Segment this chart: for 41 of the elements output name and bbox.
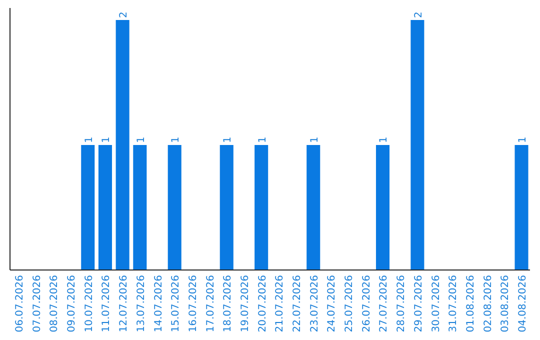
x-tick-label: 27.07.2026: [378, 275, 390, 332]
x-tick-label: 07.07.2026: [32, 275, 43, 332]
x-tick-label: 29.07.2026: [413, 275, 424, 332]
x-tick-label: 19.07.2026: [240, 275, 251, 332]
data-label: 2: [413, 12, 424, 18]
data-label: 1: [170, 136, 182, 143]
x-tick-label: 23.07.2026: [309, 275, 320, 332]
x-tick-label: 16.07.2026: [188, 275, 199, 332]
x-tick-label: 14.07.2026: [153, 275, 164, 332]
x-tick-label: 10.07.2026: [84, 275, 95, 332]
x-tick-label: 12.07.2026: [118, 275, 130, 332]
x-tick-label: 25.07.2026: [344, 275, 356, 332]
x-tick-label: 08.07.2026: [49, 275, 60, 332]
x-tick-label: 31.07.2026: [448, 275, 460, 332]
data-label: 1: [222, 136, 234, 143]
x-tick-label: 28.07.2026: [396, 275, 408, 332]
x-tick-label: 18.07.2026: [222, 275, 234, 332]
x-tick-label: 20.07.2026: [257, 275, 268, 332]
x-tick-label: 21.07.2026: [274, 275, 286, 332]
data-label: 1: [84, 136, 95, 143]
x-tick-label: 15.07.2026: [170, 275, 182, 332]
data-label: 1: [101, 136, 112, 143]
data-label: 2: [118, 12, 130, 18]
x-tick-label: 26.07.2026: [361, 275, 372, 332]
data-label: 1: [257, 136, 268, 143]
x-tick-label: 13.07.2026: [136, 275, 147, 332]
x-tick-label: 06.07.2026: [14, 275, 26, 332]
x-tick-label: 24.07.2026: [326, 275, 338, 332]
data-label: 1: [136, 136, 147, 143]
x-tick-label: 17.07.2026: [205, 275, 216, 332]
x-tick-label: 30.07.2026: [430, 275, 442, 332]
x-tick-label: 01.08.2026: [465, 275, 476, 332]
x-tick-label: 22.07.2026: [292, 275, 304, 332]
x-tick-label: 11.07.2026: [101, 275, 112, 332]
data-label: 1: [378, 136, 390, 143]
data-label: 1: [309, 136, 320, 143]
data-label: 1: [518, 136, 528, 143]
x-tick-label: 09.07.2026: [66, 275, 78, 332]
x-tick-label: 04.08.2026: [518, 275, 528, 332]
x-tick-label: 02.08.2026: [482, 275, 494, 332]
x-tick-label: 03.08.2026: [500, 275, 512, 332]
